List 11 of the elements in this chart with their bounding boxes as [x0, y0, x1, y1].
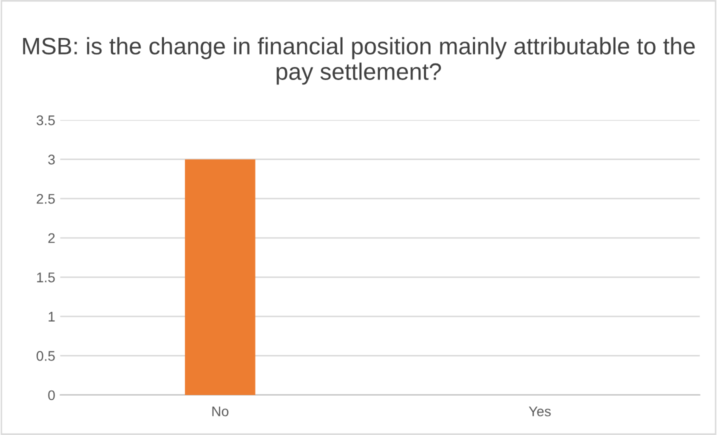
- x-tick-label: No: [212, 406, 228, 416]
- y-tick-label: 1.5: [37, 272, 55, 282]
- y-tick-label: 2.5: [36, 194, 55, 204]
- y-tick-label: 3: [48, 154, 55, 165]
- y-tick-label: 1: [48, 312, 55, 322]
- chart-title: MSB: is the change in financial position mainly attributable to the pay settlement?: [23, 37, 695, 85]
- y-tick-label: 2: [48, 233, 55, 243]
- y-tick-label: 3.5: [36, 115, 55, 126]
- y-tick-label: 0: [48, 390, 55, 400]
- y-tick-label: 0.5: [36, 351, 55, 361]
- x-tick-label: Yes: [528, 406, 551, 416]
